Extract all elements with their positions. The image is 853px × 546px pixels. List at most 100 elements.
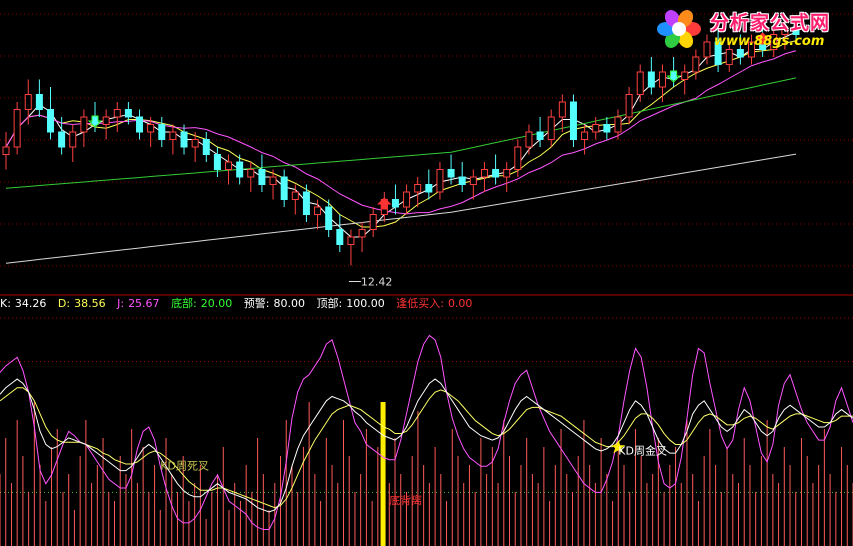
candle-body <box>58 131 66 148</box>
legend-j-label: J: <box>117 297 125 310</box>
indicator-annotation-label: 底背离 <box>389 493 422 507</box>
signal-arrows <box>87 32 770 210</box>
candle-body <box>13 109 21 148</box>
indicator-annotations: KD周死叉底背离KD周金叉顶背离顶背离 <box>160 440 667 507</box>
ma-trend-green-line <box>5 77 797 189</box>
candle-body <box>302 191 310 215</box>
buy-arrow-icon <box>377 197 392 210</box>
candle-body <box>714 41 722 65</box>
candle-body <box>169 131 177 140</box>
candle-body <box>681 71 689 80</box>
indicator-legend: K: 34.26 D: 38.56 J: 25.67 底部: 20.00 预警: 80.0… <box>0 296 480 312</box>
candle-body <box>2 146 10 155</box>
candle-body <box>414 184 422 193</box>
candle-body <box>102 116 110 125</box>
candle-body <box>247 169 255 178</box>
legend-j: J: 25.67 <box>117 297 163 310</box>
k-line <box>0 378 853 513</box>
candle-body <box>180 131 188 148</box>
legend-j-value: 25.67 <box>128 297 160 310</box>
legend-warning: 预警: 80.00 <box>244 297 309 310</box>
candle-body <box>336 229 344 245</box>
legend-buy-dip-value: 0.00 <box>447 297 473 310</box>
candle-body <box>80 116 88 133</box>
candle-body <box>658 71 666 88</box>
legend-top-label: 顶部: <box>316 297 343 310</box>
candle-body <box>592 124 600 133</box>
candle-body <box>35 94 43 110</box>
indicator-panel-grid <box>0 317 853 493</box>
candle-body <box>347 236 355 245</box>
candle-body <box>670 71 678 80</box>
legend-d-value: 38.56 <box>74 297 106 310</box>
low-price-label: 12.42 <box>361 276 393 289</box>
logo-name: 分析家公式网 <box>710 12 831 34</box>
legend-warning-value: 80.00 <box>273 297 306 310</box>
signal-highlight-bar <box>380 402 386 546</box>
candle-body <box>158 124 166 140</box>
candle-body <box>447 169 455 178</box>
candle-body <box>358 229 366 238</box>
candle-body <box>614 116 622 133</box>
logo-url: www.88gs.com <box>714 34 825 49</box>
candle-body <box>403 191 411 208</box>
candle-body <box>692 56 700 73</box>
candle-body <box>536 131 544 140</box>
candle-body <box>369 214 377 230</box>
legend-warning-label: 预警: <box>243 297 270 310</box>
candle-body <box>525 131 533 148</box>
kdj-lines <box>0 334 853 530</box>
candle-body <box>480 169 488 178</box>
candle-body <box>280 176 288 200</box>
ma-trend-white-line <box>5 153 797 264</box>
candle-body <box>91 116 99 125</box>
candle-body <box>647 71 655 88</box>
candle-body <box>703 41 711 58</box>
volume-bars <box>0 402 853 546</box>
candle-body <box>113 109 121 118</box>
candle-body <box>136 116 144 133</box>
candle-body <box>725 49 733 65</box>
candle-body <box>625 94 633 118</box>
candle-body <box>581 131 589 140</box>
candle-body <box>425 184 433 193</box>
candle-body <box>236 161 244 178</box>
legend-k-label: K: <box>0 297 11 310</box>
candle-body <box>514 146 522 170</box>
candle-body <box>24 94 32 110</box>
legend-buy-dip: 逢低买入: 0.00 <box>396 297 476 310</box>
candle-body <box>314 206 322 215</box>
indicator-annotation-label: KD周死叉 <box>160 460 209 473</box>
price-annotations: 12.42 <box>348 276 393 289</box>
candle-body <box>325 206 333 230</box>
legend-d: D: 38.56 <box>58 297 110 310</box>
candle-body <box>770 34 778 50</box>
candle-body <box>258 169 266 185</box>
candle-body <box>436 169 444 193</box>
candle-body <box>225 161 233 170</box>
candle-body <box>47 109 55 133</box>
candle-body <box>69 131 77 148</box>
candle-body <box>213 154 221 170</box>
candle-body <box>492 169 500 178</box>
moving-average-lines <box>5 31 797 264</box>
candle-body <box>469 176 477 185</box>
site-logo[interactable]: 分析家公式网 www.88gs.com <box>652 4 850 54</box>
legend-top-value: 100.00 <box>346 297 385 310</box>
legend-k: K: 34.26 <box>0 297 50 310</box>
star-icon <box>611 440 626 454</box>
flower-icon <box>657 10 701 48</box>
candle-body <box>569 101 577 140</box>
legend-buy-dip-label: 逢低买入: <box>396 297 444 310</box>
candle-body <box>781 26 789 35</box>
candle-body <box>147 124 155 133</box>
candle-body <box>269 176 277 185</box>
candle-body <box>558 101 566 118</box>
indicator-annotation-label: KD周金叉 <box>618 443 667 457</box>
buy-arrow-icon <box>755 32 770 45</box>
candle-body <box>458 176 466 185</box>
candle-body <box>202 139 210 155</box>
candle-body <box>792 26 800 35</box>
candle-body <box>747 41 755 58</box>
